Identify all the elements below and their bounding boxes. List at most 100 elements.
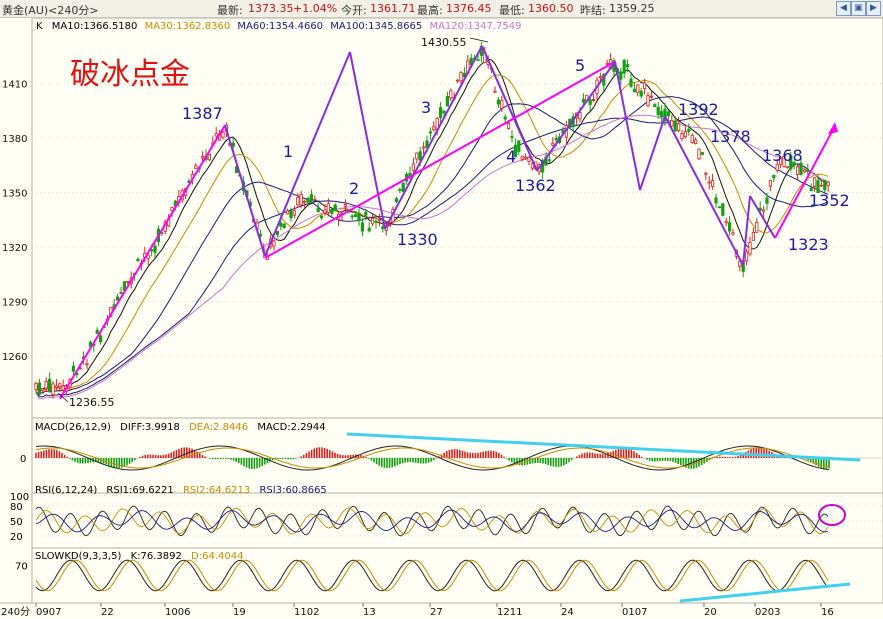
chart-title: 破冰点金 <box>70 57 190 92</box>
candle-body <box>476 59 480 62</box>
candle-body <box>455 79 460 82</box>
x-tick-13: 13 <box>363 607 376 618</box>
macd-diff-line <box>35 445 830 471</box>
ma-legend-k: K <box>36 21 43 32</box>
candle-body <box>119 292 123 294</box>
candle-body <box>789 155 793 170</box>
candle-body <box>751 232 756 241</box>
candle-body <box>48 378 52 393</box>
candle-body <box>496 99 501 105</box>
candle-body <box>71 365 75 372</box>
candle-body <box>653 104 657 108</box>
low-marker-pointer <box>57 392 69 403</box>
candle-body <box>370 218 375 225</box>
candle-body <box>677 122 681 132</box>
candle-body <box>639 90 643 97</box>
candle-body <box>221 131 225 138</box>
label-1362: 1362 <box>515 176 556 195</box>
candle-body <box>364 211 368 216</box>
kd-d-value: D:64.4044 <box>191 551 243 562</box>
high-marker-pointer <box>469 37 489 43</box>
ma-legend-ma120: MA120:1347.7549 <box>429 21 521 32</box>
candle-body <box>717 206 722 209</box>
candle-body <box>643 82 647 90</box>
candle-body <box>592 98 596 101</box>
candle-body <box>690 134 694 143</box>
candle-body <box>517 140 521 152</box>
open-value: 1361.71 <box>370 2 416 15</box>
candle-body <box>37 382 42 395</box>
candle-body <box>306 197 310 203</box>
wave-up-peak1 <box>264 51 351 257</box>
candle-body <box>374 220 378 223</box>
wave-down-a <box>614 61 641 191</box>
macd-dea-line <box>35 447 830 469</box>
candle-body <box>666 111 671 117</box>
candle-body <box>398 188 402 191</box>
scroll-left-icon[interactable]: ◀ <box>836 1 851 16</box>
macd-value: MACD:2.2944 <box>257 422 325 433</box>
ma60-line <box>35 96 829 394</box>
candle-body <box>319 215 324 219</box>
candle-body <box>116 296 120 301</box>
final-arrow-line <box>774 125 836 239</box>
candle-body <box>551 142 555 146</box>
label-1392: 1392 <box>678 100 719 119</box>
candle-body <box>755 222 759 233</box>
candle-body <box>547 159 552 162</box>
candle-body <box>360 222 365 232</box>
x-tick-27: 27 <box>430 607 443 618</box>
rsi-line-3 <box>35 509 829 533</box>
kd-legend: SLOWKD(9,3,3,5) K:76.3892 D:64.4044 <box>35 551 243 562</box>
candle-body <box>799 162 803 175</box>
candle-body <box>285 210 290 215</box>
rsi3-value: RSI3:60.8665 <box>259 485 326 496</box>
scroll-right-icon[interactable]: ▶ <box>866 1 881 16</box>
y-tick-1350: 1350 <box>2 189 27 200</box>
uptrend-line <box>59 124 226 400</box>
candle-body <box>330 209 334 214</box>
wave-down-1330 <box>349 51 386 230</box>
candle-body <box>826 181 830 186</box>
candle-body <box>581 98 586 103</box>
candle-body <box>387 224 392 227</box>
low-value: 1360.50 <box>528 2 574 15</box>
candle-body <box>816 180 820 193</box>
kd-legend-name: SLOWKD(9,3,3,5) <box>35 551 121 562</box>
candle-body <box>316 207 320 213</box>
wave-down-1323 <box>664 115 744 266</box>
candle-body <box>819 184 824 187</box>
candle-body <box>350 215 354 218</box>
candle-body <box>51 383 55 396</box>
latest-label: 最新: <box>217 4 243 17</box>
candle-body <box>377 219 382 221</box>
candle-body <box>146 254 150 259</box>
macd-legend: MACD(26,12,9) DIFF:3.9918 DEA:2.8446 MAC… <box>35 422 326 433</box>
x-tick-0907: 0907 <box>36 607 61 618</box>
kd-k-line <box>35 559 829 592</box>
candle-body <box>500 100 504 109</box>
candle-body <box>768 180 773 187</box>
candle-body <box>588 99 592 105</box>
candle-body <box>449 90 453 99</box>
rsi-y-tick-100: 100 <box>10 492 29 503</box>
candle-body <box>554 137 558 141</box>
x-tick-19: 19 <box>233 607 246 618</box>
x-tick-1006: 1006 <box>165 607 190 618</box>
candle-body <box>425 140 429 148</box>
y-tick-1320: 1320 <box>2 243 27 254</box>
candle-body <box>748 241 752 255</box>
candle-body <box>704 172 708 175</box>
candle-body <box>619 71 623 80</box>
zoom-icon[interactable]: ▣ <box>851 1 866 16</box>
candle-body <box>309 194 314 202</box>
candle-body <box>326 203 331 213</box>
x-axis-ticks: 0907 22 1006 19 1102 13 27 1211 24 0107 20 0203 16 <box>35 603 834 618</box>
period-label: 240分 <box>1 606 30 618</box>
wave-label-1: 1 <box>283 142 293 161</box>
candle-body <box>598 76 603 79</box>
candle-body <box>415 152 419 160</box>
candle-body <box>578 112 582 120</box>
label-1352: 1352 <box>809 191 850 210</box>
candle-body <box>34 382 38 390</box>
